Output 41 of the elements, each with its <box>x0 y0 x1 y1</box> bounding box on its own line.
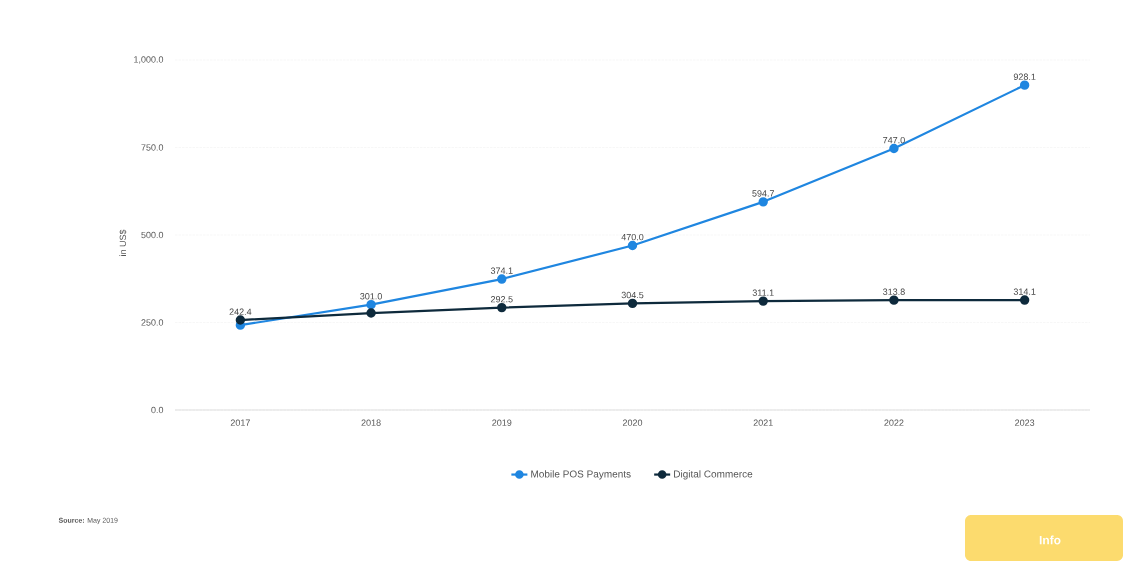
data-label: 747.0 <box>883 136 905 144</box>
data-label: 313.8 <box>883 288 905 295</box>
point <box>889 143 899 154</box>
x-tick-label: 2018 <box>361 419 381 426</box>
data-label: 301.0 <box>360 293 382 300</box>
point <box>366 299 376 310</box>
point <box>497 274 507 284</box>
point <box>235 315 246 325</box>
x-tick-label: 2023 <box>1015 419 1035 426</box>
point <box>758 296 768 306</box>
x-tick-label: 2021 <box>753 419 773 426</box>
data-label: 311.1 <box>752 289 774 296</box>
data-label: 304.5 <box>621 291 644 299</box>
point <box>1019 80 1030 90</box>
point <box>1019 295 1030 305</box>
legend-label: Digital Commerce <box>674 470 753 480</box>
x-tick-label: 2022 <box>884 419 904 426</box>
legend-label: Mobile POS Payments <box>531 470 631 480</box>
point <box>497 302 507 313</box>
data-label: 594.7 <box>752 190 775 197</box>
point <box>627 240 638 251</box>
data-label: 242.4 <box>229 308 252 315</box>
y-tick-label: 750.0 <box>141 144 164 151</box>
data-label: 374.1 <box>490 267 513 274</box>
data-label: 314.1 <box>1013 288 1036 295</box>
point <box>627 298 638 309</box>
y-tick-label: 250.0 <box>141 319 164 326</box>
y-tick-label: 500.0 <box>141 231 164 239</box>
y-tick-label: 0.0 <box>151 406 164 414</box>
point <box>366 308 376 318</box>
x-tick-label: 2020 <box>622 419 643 426</box>
y-tick-label: 1,000.0 <box>134 56 164 64</box>
data-label: 470.0 <box>621 233 644 241</box>
text: Info <box>1039 535 1061 545</box>
point <box>758 197 768 207</box>
data-label: 292.5 <box>490 296 513 303</box>
y-axis-title: in US$ <box>119 229 127 256</box>
x-tick-label: 2019 <box>492 419 512 426</box>
data-label: 928.1 <box>1013 73 1036 80</box>
point <box>889 295 899 305</box>
x-tick-label: 2017 <box>230 419 250 426</box>
